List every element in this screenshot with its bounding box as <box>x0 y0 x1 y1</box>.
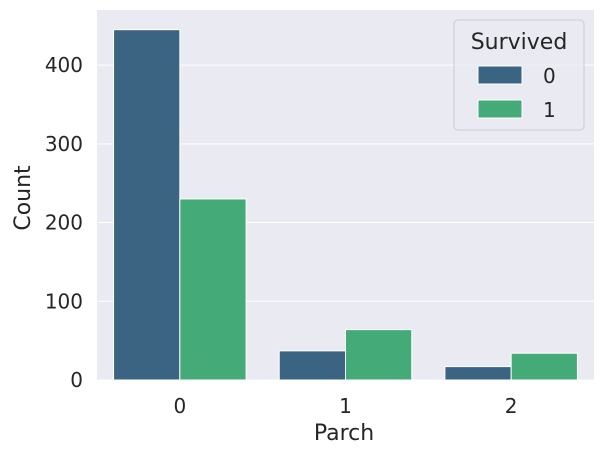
bar-parch-0-survived-1 <box>179 198 247 381</box>
bar-parch-0-survived-0 <box>113 29 181 381</box>
y-tick-label: 400 <box>45 53 83 77</box>
bars <box>113 29 578 381</box>
y-tick-label: 100 <box>45 289 83 313</box>
x-tick-labels: 0 1 2 <box>173 394 517 418</box>
x-axis-label: Parch <box>314 421 374 446</box>
y-axis-label: Count <box>11 165 36 231</box>
bar-parch-1-survived-0 <box>278 350 347 381</box>
y-tick-label: 300 <box>45 132 83 156</box>
legend-swatch-0 <box>477 65 523 85</box>
legend: Survived 01 <box>453 19 585 131</box>
legend-items: 01 <box>477 64 556 122</box>
x-tick-label: 0 <box>173 394 186 418</box>
x-tick-label: 2 <box>505 394 518 418</box>
x-tick-label: 1 <box>339 394 352 418</box>
legend-swatch-1 <box>477 99 523 119</box>
bar-parch-2-survived-1 <box>510 352 578 381</box>
y-tick-label: 0 <box>70 368 83 392</box>
y-tick-labels: 0 100 200 300 400 <box>45 53 83 392</box>
legend-title: Survived <box>471 30 568 55</box>
legend-label-0: 0 <box>543 64 556 88</box>
legend-label-1: 1 <box>543 98 556 122</box>
y-tick-label: 200 <box>45 211 83 235</box>
bar-parch-1-survived-1 <box>345 329 413 381</box>
bar-parch-2-survived-0 <box>444 366 512 381</box>
